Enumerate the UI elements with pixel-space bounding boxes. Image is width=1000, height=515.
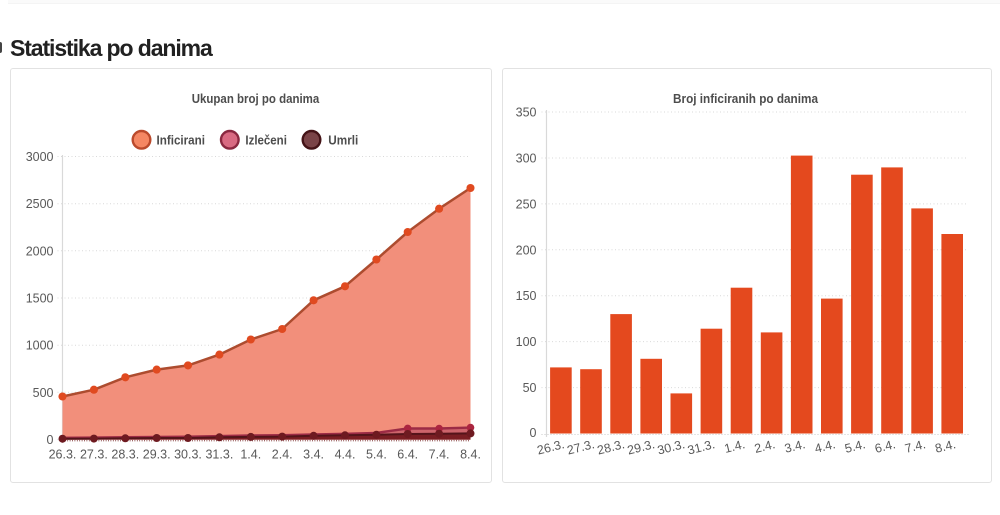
svg-text:1500: 1500: [26, 292, 54, 306]
svg-text:4.4.: 4.4.: [335, 447, 356, 461]
svg-text:29.3.: 29.3.: [143, 447, 171, 461]
svg-text:2000: 2000: [26, 244, 54, 258]
svg-text:3.4.: 3.4.: [303, 447, 324, 461]
svg-text:2.4.: 2.4.: [272, 447, 293, 461]
svg-text:30.3.: 30.3.: [174, 447, 202, 461]
svg-text:0: 0: [530, 426, 537, 440]
svg-text:28.3.: 28.3.: [596, 437, 626, 457]
svg-text:4.4.: 4.4.: [813, 437, 837, 456]
svg-text:100: 100: [516, 335, 537, 349]
svg-text:2500: 2500: [26, 197, 54, 211]
svg-text:5.4.: 5.4.: [843, 437, 867, 456]
svg-text:Inficirani: Inficirani: [157, 132, 206, 147]
svg-text:200: 200: [516, 243, 537, 257]
svg-text:8.4.: 8.4.: [934, 437, 958, 456]
svg-text:Broj inficiranih po danima: Broj inficiranih po danima: [673, 91, 819, 106]
svg-text:1.4.: 1.4.: [240, 447, 261, 461]
svg-text:27.3.: 27.3.: [566, 437, 596, 457]
svg-text:500: 500: [33, 386, 54, 400]
svg-text:27.3.: 27.3.: [80, 447, 108, 461]
svg-text:26.3.: 26.3.: [536, 437, 566, 457]
svg-text:29.3.: 29.3.: [626, 437, 656, 457]
svg-text:28.3.: 28.3.: [111, 447, 139, 461]
svg-text:Izlečeni: Izlečeni: [245, 132, 287, 147]
svg-text:0: 0: [47, 433, 54, 447]
svg-text:5.4.: 5.4.: [366, 447, 387, 461]
svg-text:6.4.: 6.4.: [873, 437, 897, 456]
svg-text:250: 250: [516, 197, 537, 211]
svg-text:26.3.: 26.3.: [49, 447, 77, 461]
svg-text:3.4.: 3.4.: [783, 437, 807, 456]
svg-text:350: 350: [516, 106, 537, 120]
svg-text:1.4.: 1.4.: [723, 437, 747, 456]
svg-text:6.4.: 6.4.: [397, 447, 418, 461]
svg-text:8.4.: 8.4.: [460, 447, 481, 461]
svg-text:150: 150: [516, 289, 537, 303]
svg-text:31.3.: 31.3.: [686, 437, 716, 457]
svg-text:50: 50: [523, 381, 537, 395]
svg-text:7.4.: 7.4.: [903, 437, 927, 456]
svg-text:Umrli: Umrli: [328, 132, 358, 147]
svg-text:3000: 3000: [26, 150, 54, 164]
svg-text:30.3.: 30.3.: [656, 437, 686, 457]
svg-text:1000: 1000: [26, 339, 54, 353]
svg-text:Ukupan broj po danima: Ukupan broj po danima: [192, 91, 320, 106]
svg-text:31.3.: 31.3.: [205, 447, 233, 461]
svg-text:2.4.: 2.4.: [753, 437, 777, 456]
svg-text:300: 300: [516, 152, 537, 166]
svg-text:7.4.: 7.4.: [429, 447, 450, 461]
